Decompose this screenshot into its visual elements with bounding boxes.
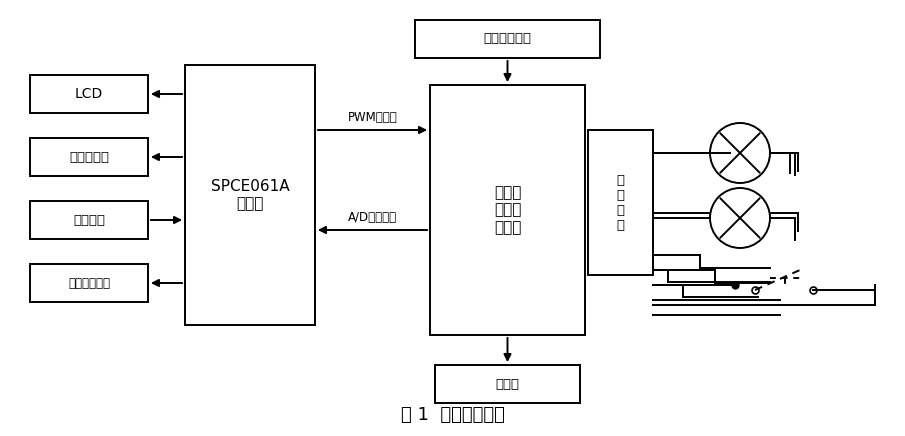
Bar [588, 130, 653, 275]
Bar [415, 20, 600, 58]
Bar [435, 365, 580, 403]
Text: 遥
控
模
组: 遥 控 模 组 [616, 174, 624, 232]
Text: 状态指示灯: 状态指示灯 [69, 150, 109, 164]
Text: 太阳能
充放电
控制器: 太阳能 充放电 控制器 [494, 185, 521, 235]
Text: 语音报警提示: 语音报警提示 [68, 276, 110, 290]
Text: LCD: LCD [75, 87, 103, 101]
Text: 图 1  硬件组成框图: 图 1 硬件组成框图 [401, 406, 504, 424]
Bar [185, 65, 315, 325]
Text: PWM控制线: PWM控制线 [348, 111, 397, 124]
Text: SPCE061A
主控板: SPCE061A 主控板 [211, 179, 290, 211]
Bar [430, 85, 585, 335]
Text: 蓄电池: 蓄电池 [496, 378, 519, 391]
Text: A/D采样通道: A/D采样通道 [348, 211, 397, 224]
Text: 太阳能电池板: 太阳能电池板 [483, 33, 531, 45]
Bar [30, 138, 148, 176]
Bar [30, 201, 148, 239]
Bar [30, 75, 148, 113]
Bar [30, 264, 148, 302]
Text: 键盘输入: 键盘输入 [73, 214, 105, 226]
